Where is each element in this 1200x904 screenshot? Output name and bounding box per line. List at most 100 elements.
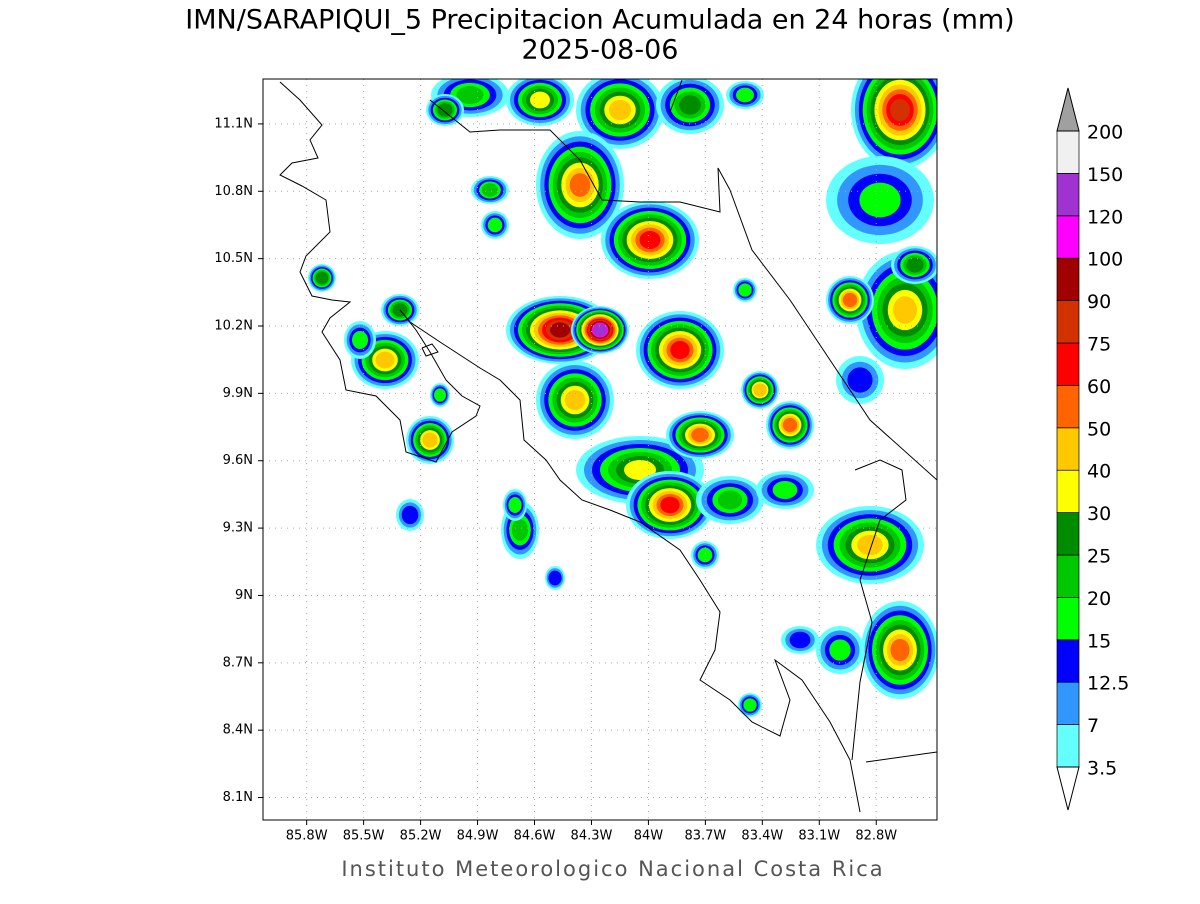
colorbar-label: 12.5: [1087, 673, 1129, 695]
x-tick-label: 83.4W: [741, 829, 783, 844]
rain-contour: [736, 87, 754, 103]
rain-contour: [487, 217, 503, 233]
x-tick-label: 83.7W: [684, 829, 726, 844]
colorbar-segment: [1056, 173, 1080, 217]
rain-contour: [593, 323, 607, 337]
footer: Instituto Meteorologico Nacional Costa R…: [341, 857, 884, 881]
y-tick-label: 9N: [235, 588, 253, 603]
rain-contour: [508, 497, 522, 513]
rain-contour: [857, 534, 883, 556]
colorbar-over: [1056, 87, 1080, 132]
rain-contour: [670, 341, 690, 359]
colorbar-label: 30: [1087, 503, 1111, 525]
rain-contour: [772, 481, 798, 499]
x-tick-label: 84.6W: [514, 829, 556, 844]
rain-contour: [456, 86, 484, 104]
y-tick-label: 10.8N: [214, 184, 253, 199]
colorbar-label: 120: [1087, 206, 1123, 228]
colorbar-label: 7: [1087, 715, 1099, 737]
colorbar-label: 50: [1087, 418, 1111, 440]
x-tick-label: 84.3W: [571, 829, 613, 844]
colorbar: 3.5 7 12.5 15 20 25 30 40 50 60 75 90 100 120 150 200: [1056, 87, 1129, 811]
colorbar-label: 40: [1087, 461, 1111, 483]
y-tick-label: 10.5N: [214, 251, 253, 266]
precipitation-field: [308, 79, 937, 717]
rain-contour: [511, 519, 529, 541]
rain-contour: [890, 638, 910, 662]
rain-contour: [842, 292, 858, 308]
rain-contour: [569, 173, 591, 197]
colorbar-segment: [1056, 257, 1080, 301]
y-tick-label: 9.9N: [223, 386, 253, 401]
colorbar-label: 150: [1087, 164, 1123, 186]
grid: [258, 79, 937, 825]
rain-contour: [829, 639, 851, 661]
rain-contour: [437, 103, 453, 117]
colorbar-segment: [1056, 385, 1080, 429]
colorbar-segment: [1056, 300, 1080, 344]
x-tick-label: 83.1W: [798, 829, 840, 844]
panama-border: [851, 459, 907, 761]
colorbar-label: 60: [1087, 376, 1111, 398]
colorbar-label: 100: [1087, 249, 1123, 271]
x-tick-label: 85.2W: [400, 829, 442, 844]
colorbar-segment: [1056, 554, 1080, 598]
rain-contour: [906, 257, 924, 273]
colorbar-label: 25: [1087, 546, 1111, 568]
rain-contour: [352, 331, 368, 349]
colorbar-label: 15: [1087, 630, 1111, 652]
title: IMN/SARAPIQUI_5 Precipitacion Acumulada …: [185, 5, 1014, 36]
colorbar-segment: [1056, 512, 1080, 556]
rain-contour: [660, 496, 680, 514]
rain-contour: [550, 322, 570, 338]
rain-contour: [639, 231, 661, 249]
subtitle: 2025-08-06: [522, 35, 679, 66]
rain-contour: [753, 383, 767, 397]
rain-contour: [738, 283, 752, 297]
rain-contour: [691, 427, 709, 443]
caribbean-coast: [729, 189, 937, 481]
rain-contour: [434, 388, 446, 402]
rain-contour: [315, 271, 329, 285]
south-coast: [865, 751, 937, 763]
colorbar-segment: [1056, 130, 1080, 174]
y-tick-label: 8.7N: [223, 655, 253, 670]
rain-contour: [608, 99, 632, 121]
rain-contour: [481, 183, 499, 197]
rain-contour: [782, 417, 798, 433]
y-tick-label: 11.1N: [214, 116, 253, 131]
map-frame: [262, 78, 938, 821]
rain-contour: [893, 296, 917, 324]
colorbar-segment: [1056, 427, 1080, 471]
colorbar-segment: [1056, 639, 1080, 683]
colorbar-segment: [1056, 215, 1080, 259]
y-tick-label: 10.2N: [214, 319, 253, 334]
rain-contour: [743, 698, 757, 712]
rain-contour: [717, 490, 743, 510]
rain-contour: [375, 351, 395, 369]
rain-contour: [890, 98, 910, 122]
colorbar-label: 90: [1087, 291, 1111, 313]
rain-contour: [697, 547, 713, 563]
colorbar-label: 75: [1087, 334, 1111, 356]
x-tick-label: 85.5W: [343, 829, 385, 844]
y-tick-label: 8.1N: [223, 790, 253, 805]
rain-contour: [679, 95, 701, 115]
x-tick-label: 85.8W: [286, 829, 328, 844]
coastlines: [279, 79, 937, 813]
rain-contour: [401, 505, 419, 525]
island: [421, 343, 439, 357]
pacific-coast: [279, 81, 861, 813]
colorbar-segment: [1056, 342, 1080, 386]
north-border: [429, 99, 731, 213]
rain-contour: [859, 182, 901, 218]
rain-contour: [847, 367, 873, 393]
rain-contour: [564, 389, 586, 411]
colorbar-segment: [1056, 597, 1080, 641]
rain-contour: [422, 432, 438, 448]
y-tick-label: 9.6N: [223, 453, 253, 468]
y-tick-label: 8.4N: [223, 723, 253, 738]
rain-contour: [789, 631, 811, 649]
x-tick-label: 82.8W: [855, 829, 897, 844]
